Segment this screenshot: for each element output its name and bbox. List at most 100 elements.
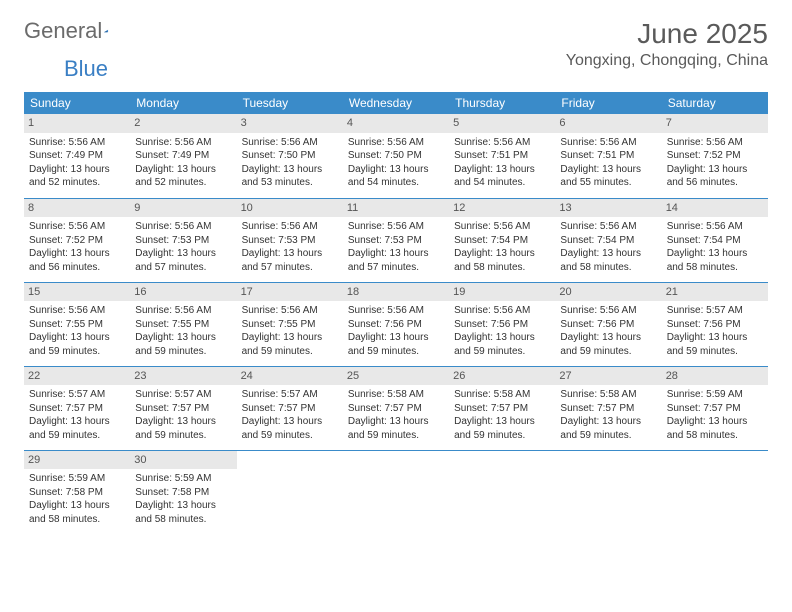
calendar-day-cell: 26Sunrise: 5:58 AMSunset: 7:57 PMDayligh… [449, 366, 555, 450]
sunset-line: Sunset: 7:50 PM [242, 149, 338, 163]
daylight-line: Daylight: 13 hours and 57 minutes. [242, 247, 338, 274]
sunset-line: Sunset: 7:50 PM [348, 149, 444, 163]
daylight-line: Daylight: 13 hours and 55 minutes. [560, 163, 656, 190]
sunrise-line: Sunrise: 5:56 AM [135, 304, 231, 318]
sunrise-line: Sunrise: 5:56 AM [29, 220, 125, 234]
sunset-line: Sunset: 7:56 PM [454, 318, 550, 332]
calendar-day-cell: 17Sunrise: 5:56 AMSunset: 7:55 PMDayligh… [237, 282, 343, 366]
daylight-line: Daylight: 13 hours and 58 minutes. [454, 247, 550, 274]
sunset-line: Sunset: 7:57 PM [242, 402, 338, 416]
calendar-week-row: 15Sunrise: 5:56 AMSunset: 7:55 PMDayligh… [24, 282, 768, 366]
sunset-line: Sunset: 7:52 PM [667, 149, 763, 163]
calendar-day-cell: 15Sunrise: 5:56 AMSunset: 7:55 PMDayligh… [24, 282, 130, 366]
sunset-line: Sunset: 7:49 PM [29, 149, 125, 163]
sunrise-line: Sunrise: 5:56 AM [454, 304, 550, 318]
sunset-line: Sunset: 7:51 PM [560, 149, 656, 163]
daylight-line: Daylight: 13 hours and 59 minutes. [454, 331, 550, 358]
calendar-day-cell: 5Sunrise: 5:56 AMSunset: 7:51 PMDaylight… [449, 114, 555, 198]
calendar-day-cell: 13Sunrise: 5:56 AMSunset: 7:54 PMDayligh… [555, 198, 661, 282]
calendar-day-cell: 29Sunrise: 5:59 AMSunset: 7:58 PMDayligh… [24, 450, 130, 534]
day-number: 8 [24, 199, 130, 218]
calendar-day-cell: 1Sunrise: 5:56 AMSunset: 7:49 PMDaylight… [24, 114, 130, 198]
daylight-line: Daylight: 13 hours and 52 minutes. [29, 163, 125, 190]
calendar-day-cell [555, 450, 661, 534]
calendar-day-cell: 28Sunrise: 5:59 AMSunset: 7:57 PMDayligh… [662, 366, 768, 450]
calendar-day-cell: 24Sunrise: 5:57 AMSunset: 7:57 PMDayligh… [237, 366, 343, 450]
calendar-day-cell: 12 Sunrise: 5:56 AMSunset: 7:54 PMDayligh… [449, 198, 555, 282]
weekday-header-row: Sunday Monday Tuesday Wednesday Thursday… [24, 92, 768, 114]
day-number: 29 [24, 451, 130, 470]
sunset-line: Sunset: 7:53 PM [242, 234, 338, 248]
day-number: 9 [130, 199, 236, 218]
daylight-line: Daylight: 13 hours and 54 minutes. [348, 163, 444, 190]
month-title: June 2025 [566, 18, 768, 50]
calendar-day-cell: 23Sunrise: 5:57 AMSunset: 7:57 PMDayligh… [130, 366, 236, 450]
calendar-day-cell: 20Sunrise: 5:56 AMSunset: 7:56 PMDayligh… [555, 282, 661, 366]
daylight-line: Daylight: 13 hours and 59 minutes. [135, 415, 231, 442]
sunset-line: Sunset: 7:58 PM [29, 486, 125, 500]
day-number: 6 [555, 114, 661, 133]
day-number: 18 [343, 283, 449, 302]
day-number: 21 [662, 283, 768, 302]
sunset-line: Sunset: 7:54 PM [454, 234, 550, 248]
sunset-line: Sunset: 7:57 PM [135, 402, 231, 416]
calendar-day-cell: 30 Sunrise: 5:59 AMSunset: 7:58 PMDayligh… [130, 450, 236, 534]
calendar-day-cell: 14Sunrise: 5:56 AMSunset: 7:54 PMDayligh… [662, 198, 768, 282]
day-number: 10 [237, 199, 343, 218]
day-number: 12 [449, 199, 555, 218]
sunrise-line: Sunrise: 5:56 AM [242, 220, 338, 234]
day-number: 1 [24, 114, 130, 133]
sunrise-line: Sunrise: 5:56 AM [242, 136, 338, 150]
sunset-line: Sunset: 7:58 PM [135, 486, 231, 500]
calendar-day-cell: 4Sunrise: 5:56 AMSunset: 7:50 PMDaylight… [343, 114, 449, 198]
sunrise-line: Sunrise: 5:59 AM [135, 472, 231, 486]
calendar-day-cell: 10 Sunrise: 5:56 AMSunset: 7:53 PMDayligh… [237, 198, 343, 282]
daylight-line: Daylight: 13 hours and 59 minutes. [242, 415, 338, 442]
daylight-line: Daylight: 13 hours and 59 minutes. [560, 331, 656, 358]
logo-text-general: General [24, 18, 102, 44]
calendar-day-cell: 3Sunrise: 5:56 AMSunset: 7:50 PMDaylight… [237, 114, 343, 198]
daylight-line: Daylight: 13 hours and 59 minutes. [135, 331, 231, 358]
calendar-day-cell [237, 450, 343, 534]
sunset-line: Sunset: 7:57 PM [348, 402, 444, 416]
weekday-header: Wednesday [343, 92, 449, 114]
daylight-line: Daylight: 13 hours and 59 minutes. [29, 331, 125, 358]
calendar-day-cell: 11Sunrise: 5:56 AMSunset: 7:53 PMDayligh… [343, 198, 449, 282]
daylight-line: Daylight: 13 hours and 54 minutes. [454, 163, 550, 190]
calendar-day-cell: 18Sunrise: 5:56 AMSunset: 7:56 PMDayligh… [343, 282, 449, 366]
daylight-line: Daylight: 13 hours and 59 minutes. [29, 415, 125, 442]
daylight-line: Daylight: 13 hours and 58 minutes. [667, 247, 763, 274]
calendar-day-cell: 27Sunrise: 5:58 AMSunset: 7:57 PMDayligh… [555, 366, 661, 450]
daylight-line: Daylight: 13 hours and 57 minutes. [135, 247, 231, 274]
sunrise-line: Sunrise: 5:56 AM [560, 304, 656, 318]
calendar-day-cell: 19Sunrise: 5:56 AMSunset: 7:56 PMDayligh… [449, 282, 555, 366]
day-number: 2 [130, 114, 236, 133]
sunrise-line: Sunrise: 5:57 AM [242, 388, 338, 402]
sunrise-line: Sunrise: 5:56 AM [242, 304, 338, 318]
sunset-line: Sunset: 7:55 PM [29, 318, 125, 332]
daylight-line: Daylight: 13 hours and 58 minutes. [135, 499, 231, 526]
weekday-header: Monday [130, 92, 236, 114]
day-number: 22 [24, 367, 130, 386]
calendar-day-cell: 9Sunrise: 5:56 AMSunset: 7:53 PMDaylight… [130, 198, 236, 282]
sunrise-line: Sunrise: 5:56 AM [454, 136, 550, 150]
calendar-day-cell: 22Sunrise: 5:57 AMSunset: 7:57 PMDayligh… [24, 366, 130, 450]
weekday-header: Thursday [449, 92, 555, 114]
day-number: 30 [130, 451, 236, 470]
sunrise-line: Sunrise: 5:57 AM [667, 304, 763, 318]
sunrise-line: Sunrise: 5:56 AM [454, 220, 550, 234]
sunrise-line: Sunrise: 5:58 AM [348, 388, 444, 402]
weekday-header: Friday [555, 92, 661, 114]
day-number: 13 [555, 199, 661, 218]
sunrise-line: Sunrise: 5:56 AM [560, 136, 656, 150]
sunset-line: Sunset: 7:53 PM [135, 234, 231, 248]
day-number: 27 [555, 367, 661, 386]
calendar-day-cell: 21Sunrise: 5:57 AMSunset: 7:56 PMDayligh… [662, 282, 768, 366]
calendar-day-cell: 7Sunrise: 5:56 AMSunset: 7:52 PMDaylight… [662, 114, 768, 198]
sunrise-line: Sunrise: 5:56 AM [348, 220, 444, 234]
day-number: 16 [130, 283, 236, 302]
sunset-line: Sunset: 7:49 PM [135, 149, 231, 163]
day-number: 17 [237, 283, 343, 302]
day-number: 20 [555, 283, 661, 302]
calendar-day-cell: 16Sunrise: 5:56 AMSunset: 7:55 PMDayligh… [130, 282, 236, 366]
